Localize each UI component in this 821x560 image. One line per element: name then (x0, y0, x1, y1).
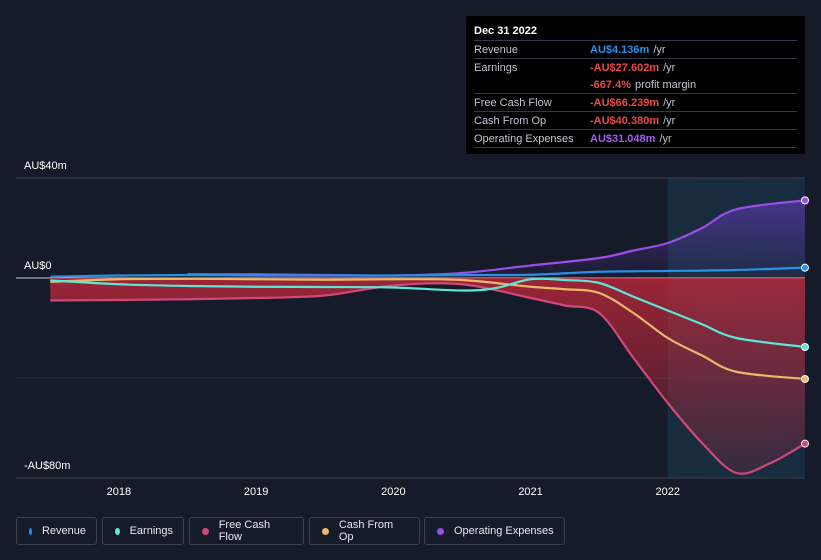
series-line-earnings (50, 277, 806, 349)
series-lines (50, 199, 806, 475)
legend-operating-expenses[interactable]: Operating Expenses (424, 517, 565, 545)
endpoint-fcf (801, 439, 809, 448)
legend-label: Cash From Op (338, 519, 394, 543)
legend-dot-icon (115, 527, 120, 535)
y-label-zero: AU$0 (24, 260, 52, 272)
y-label-bottom: -AU$80m (24, 460, 71, 472)
endpoint-revenue (801, 263, 809, 272)
series-areas (50, 200, 806, 474)
series-endpoints (801, 196, 809, 448)
tooltip-label: Earnings (474, 62, 518, 74)
endpoint-cfo (801, 374, 809, 383)
opex-area (187, 200, 806, 278)
x-tick-2022: 2022 (656, 486, 680, 498)
tooltip-row-earnings: Earnings -AU$27.602m /yr (474, 60, 797, 76)
legend-dot-icon (202, 527, 209, 535)
legend-label: Operating Expenses (454, 525, 554, 537)
x-tick-labels: 2018 2019 2020 2021 2022 (107, 486, 680, 498)
tooltip-row-cfo: Cash From Op -AU$40.380m /yr (474, 113, 797, 130)
x-tick-2019: 2019 (244, 486, 268, 498)
tooltip-value: -667.4% (590, 79, 631, 91)
legend-label: Free Cash Flow (218, 519, 271, 543)
tooltip-label (474, 77, 590, 93)
legend-label: Revenue (41, 525, 86, 537)
tooltip-panel: Dec 31 2022 Revenue AU$4.136m /yr Earnin… (466, 16, 805, 154)
tooltip-value: -AU$66.239m (590, 97, 660, 109)
y-label-top: AU$40m (24, 160, 67, 172)
tooltip-row-revenue: Revenue AU$4.136m /yr (474, 42, 797, 59)
fcf-area (50, 278, 806, 474)
endpoint-opex (801, 196, 809, 205)
tooltip-row-fcf: Free Cash Flow -AU$66.239m /yr (474, 95, 797, 112)
tooltip-unit: profit margin (634, 79, 697, 91)
tooltip-value: AU$4.136m (590, 44, 650, 56)
tooltip-label: Operating Expenses (474, 133, 574, 145)
series-line-cfo (50, 277, 806, 381)
legend-dot-icon (437, 527, 444, 535)
tooltip-unit: /yr (653, 44, 666, 56)
legend-dot-icon (322, 527, 329, 535)
x-tick-2021: 2021 (518, 486, 542, 498)
tooltip-label: Cash From Op (474, 115, 547, 127)
x-tick-2018: 2018 (107, 486, 131, 498)
tooltip-label: Free Cash Flow (474, 97, 552, 109)
legend-free-cash-flow[interactable]: Free Cash Flow (189, 517, 304, 545)
tooltip-unit: /yr (663, 115, 676, 127)
x-tick-2020: 2020 (381, 486, 405, 498)
series-line-fcf (50, 282, 806, 475)
legend-cash-from-op[interactable]: Cash From Op (309, 517, 420, 545)
legend-revenue[interactable]: Revenue (16, 517, 97, 545)
legend-dot-icon (29, 527, 32, 535)
legend-label: Earnings (129, 525, 173, 537)
tooltip-unit: /yr (663, 97, 676, 109)
tooltip-label: Revenue (474, 44, 519, 56)
tooltip-value: -AU$27.602m (590, 62, 660, 74)
tooltip-unit: /yr (659, 133, 672, 145)
tooltip-row-profit-margin: -667.4% profit margin (474, 77, 797, 94)
series-line-revenue (50, 266, 806, 278)
tooltip-date: Dec 31 2022 (474, 24, 797, 41)
tooltip-unit: /yr (663, 62, 676, 74)
legend-earnings[interactable]: Earnings (102, 517, 184, 545)
endpoint-earnings (801, 343, 809, 352)
tooltip-value: -AU$40.380m (590, 115, 660, 127)
tooltip-value: AU$31.048m (590, 133, 656, 145)
tooltip-row-opex: Operating Expenses AU$31.048m /yr (474, 131, 797, 148)
